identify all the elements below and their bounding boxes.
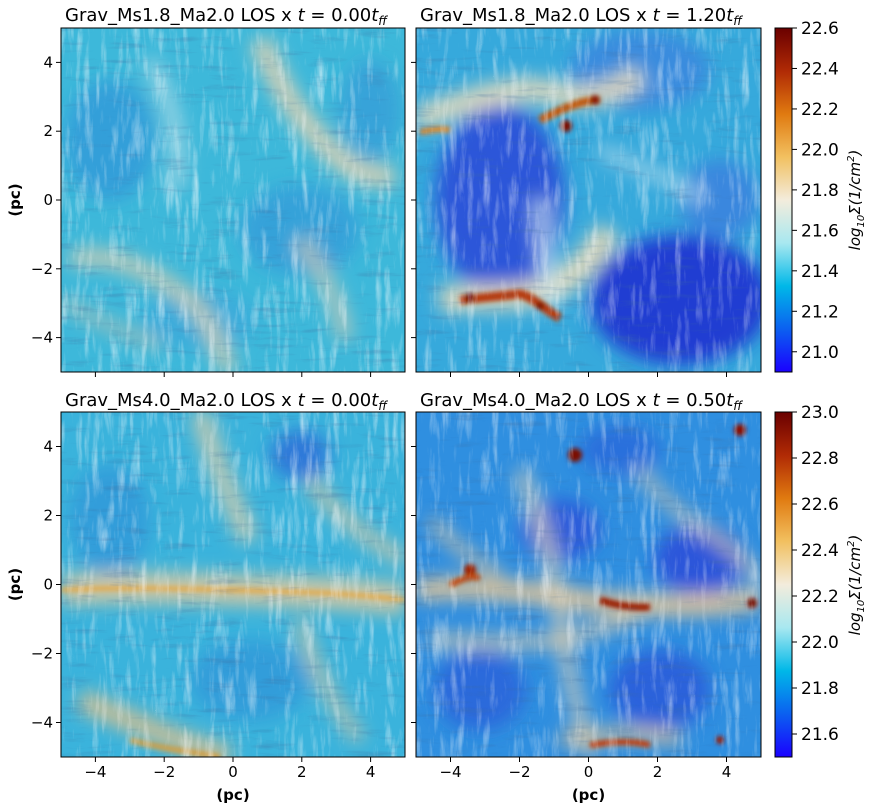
colorbar-tick-label: 22.0 (801, 140, 839, 160)
x-tick-label: 0 (228, 763, 238, 781)
colorbar-tick-label: 21.8 (801, 679, 839, 699)
y-tick-label: 2 (43, 507, 53, 525)
panel-top-left: Grav_Ms1.8_Ma2.0 LOS x t = 0.00tff −4 −2 0… (6, 5, 406, 377)
x-tick-label: 0 (584, 763, 594, 781)
y-tick-label: 0 (43, 191, 53, 209)
colorbar-tick-label: 21.6 (801, 221, 839, 241)
y-tick-label: −4 (31, 329, 53, 347)
x-tick-label: 4 (366, 763, 376, 781)
colorbar-tick-label: 23.0 (801, 403, 839, 423)
y-tick-label: 4 (43, 53, 53, 71)
panel-top-left-image (61, 28, 405, 372)
colorbar-tick-label: 22.4 (801, 59, 839, 79)
y-tick-label: −2 (31, 645, 53, 663)
colorbar-top: log10Σ(1/cm2) 21.0 21.2 21.4 21.6 21.8 22.0 22… (774, 19, 867, 373)
y-tick-label: −4 (31, 714, 53, 732)
panel-title: Grav_Ms4.0_Ma2.0 LOS x t = 0.00tff (65, 390, 388, 413)
colorbar-gradient (774, 27, 793, 373)
streamline-texture-dark (416, 412, 761, 757)
panel-title: Grav_Ms1.8_Ma2.0 LOS x t = 1.20tff (420, 5, 743, 28)
y-axis-label: (pc) (6, 568, 24, 601)
y-tick-label: 4 (43, 438, 53, 456)
panel-top-right-image (416, 28, 761, 372)
colorbar-tick-label: 22.6 (801, 19, 839, 39)
y-axis-label: (pc) (6, 183, 24, 216)
x-tick-label: −2 (153, 763, 175, 781)
y-tick-label: −2 (31, 260, 53, 278)
x-tick-label: 2 (297, 763, 307, 781)
colorbar-tick-label: 22.6 (801, 495, 839, 515)
y-tick-label: 0 (43, 576, 53, 594)
panel-bottom-left: Grav_Ms4.0_Ma2.0 LOS x t = 0.00tff −4 −2 0… (6, 390, 406, 805)
colorbar-label: log10Σ(1/cm2) (846, 150, 867, 251)
x-axis-label: (pc) (216, 786, 249, 804)
axes-bottom-left: −4 −2 0 2 4 −4 −2 0 2 4 (pc) (pc) (6, 438, 375, 805)
x-tick-label: 4 (722, 763, 732, 781)
panel-top-right: Grav_Ms1.8_Ma2.0 LOS x t = 1.20tff (411, 5, 762, 377)
colorbar-bottom: log10Σ(1/cm2) 21.6 21.8 22.0 22.2 22.4 22.6 22… (774, 403, 867, 758)
colorbar-tick-label: 22.2 (801, 100, 839, 120)
x-tick-label: −4 (439, 763, 461, 781)
y-tick-label: 2 (43, 122, 53, 140)
colorbar-tick-label: 21.4 (801, 262, 839, 282)
colorbar-label: log10Σ(1/cm2) (846, 535, 867, 636)
colorbar-tick-label: 21.6 (801, 725, 839, 745)
streamline-texture-dark (61, 28, 405, 372)
x-axis-label: (pc) (572, 786, 605, 804)
panel-bottom-right-image (416, 412, 761, 757)
colorbar-tick-label: 21.2 (801, 302, 839, 322)
panel-title: Grav_Ms4.0_Ma2.0 LOS x t = 0.50tff (420, 390, 743, 413)
colorbar-tick-label: 22.0 (801, 633, 839, 653)
colorbar-tick-label: 22.4 (801, 541, 839, 561)
colorbar-tick-label: 21.0 (801, 343, 839, 363)
x-tick-label: −2 (508, 763, 530, 781)
panel-title: Grav_Ms1.8_Ma2.0 LOS x t = 0.00tff (65, 5, 388, 28)
colorbar-tick-label: 21.8 (801, 181, 839, 201)
streamline-texture-dark (61, 412, 405, 757)
axes-top-left: −4 −2 0 2 4 (pc) (6, 53, 372, 377)
panel-bottom-left-image (61, 412, 405, 757)
x-tick-label: −4 (84, 763, 106, 781)
axes-bottom-right: −4 −2 0 2 4 (pc) (411, 446, 732, 804)
colorbar-gradient (774, 411, 793, 758)
axes-top-right (411, 61, 727, 377)
streamline-texture-dark (416, 28, 761, 372)
colorbar-tick-label: 22.2 (801, 587, 839, 607)
colorbar-tick-label: 22.8 (801, 449, 839, 469)
x-tick-label: 2 (653, 763, 663, 781)
panel-bottom-right: Grav_Ms4.0_Ma2.0 LOS x t = 0.50tff −4 −2 0… (411, 390, 762, 804)
